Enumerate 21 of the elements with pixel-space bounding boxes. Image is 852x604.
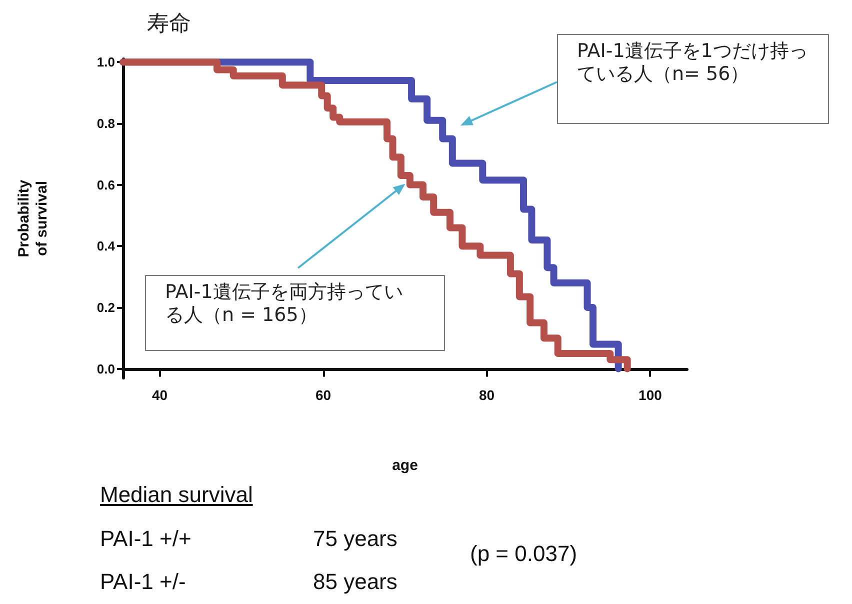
y-tick-label: 0.6 <box>96 177 115 192</box>
y-tick-label: 0.4 <box>96 238 116 254</box>
y-tick-label: 0.8 <box>96 116 115 131</box>
annotation: PAI-1遺伝子を両方持っている人（n = 165） <box>165 281 404 327</box>
annotation: PAI-1遺伝子を1つだけ持っている人（n= 56） <box>577 40 809 86</box>
text: 75 years <box>313 526 398 552</box>
y-tick-label: 1.0 <box>96 54 115 70</box>
x-tick-label: 100 <box>638 387 662 403</box>
text: PAI-1 +/+ <box>100 526 192 552</box>
y-tick-label: 0.2 <box>96 300 115 315</box>
x-axis-title: age <box>392 457 418 474</box>
text: PAI-1 +/- <box>100 569 186 595</box>
text: Median survival <box>100 482 253 508</box>
text: (p = 0.037) <box>470 541 578 567</box>
y-tick-label: 0.0 <box>96 361 115 376</box>
x-tick-label: 80 <box>478 387 495 403</box>
x-tick-label: 40 <box>152 387 168 403</box>
x-tick-label: 60 <box>315 387 332 403</box>
chart-title: 寿命 <box>147 12 191 36</box>
y-axis-title: Probability of survival <box>16 179 50 258</box>
text: 85 years <box>313 569 398 595</box>
